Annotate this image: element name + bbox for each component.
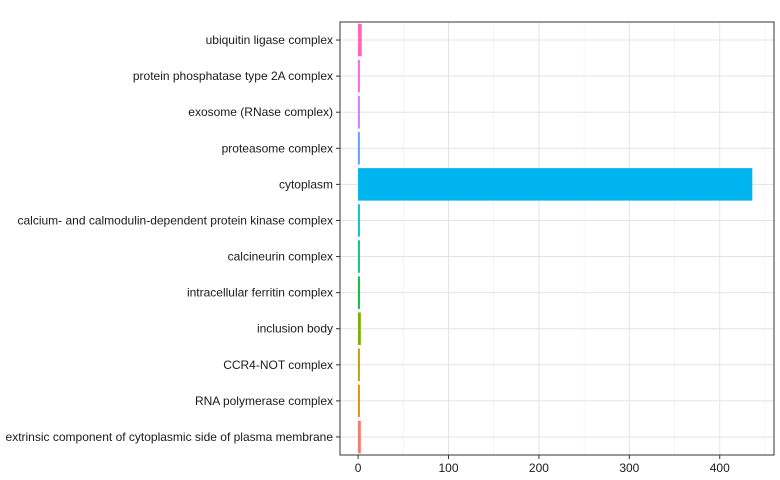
plot-panel-border (339, 21, 775, 456)
bar (358, 420, 361, 454)
bar (358, 240, 360, 273)
bar (358, 23, 362, 57)
y-tick-label: calcium- and calmodulin-dependent protei… (17, 213, 333, 227)
axis-layer: extrinsic component of cytoplasmic side … (6, 33, 731, 475)
y-tick-label: exosome (RNase complex) (188, 105, 333, 119)
bar (358, 312, 361, 345)
bar (358, 204, 360, 237)
x-tick-label: 0 (355, 461, 362, 475)
bar (358, 132, 360, 165)
y-tick-label: extrinsic component of cytoplasmic side … (6, 430, 334, 444)
y-tick-label: intracellular ferritin complex (187, 286, 333, 300)
y-tick-label: cytoplasm (279, 177, 333, 191)
bar (358, 95, 360, 129)
y-tick-label: proteasome complex (222, 141, 333, 155)
x-tick-label: 300 (619, 461, 639, 475)
bar (358, 168, 753, 201)
y-tick-label: CCR4-NOT complex (223, 358, 333, 372)
bar (358, 348, 360, 382)
bar (358, 59, 360, 93)
x-tick-label: 400 (710, 461, 730, 475)
x-tick-label: 200 (529, 461, 549, 475)
y-tick-label: calcineurin complex (228, 250, 333, 264)
y-tick-label: ubiquitin ligase complex (206, 33, 333, 47)
x-tick-label: 100 (438, 461, 458, 475)
y-tick-label: protein phosphatase type 2A complex (133, 69, 333, 83)
y-tick-label: inclusion body (257, 322, 333, 336)
bar-layer (358, 23, 753, 454)
bar (358, 276, 360, 309)
bar (358, 384, 360, 418)
y-tick-label: RNA polymerase complex (195, 394, 333, 408)
